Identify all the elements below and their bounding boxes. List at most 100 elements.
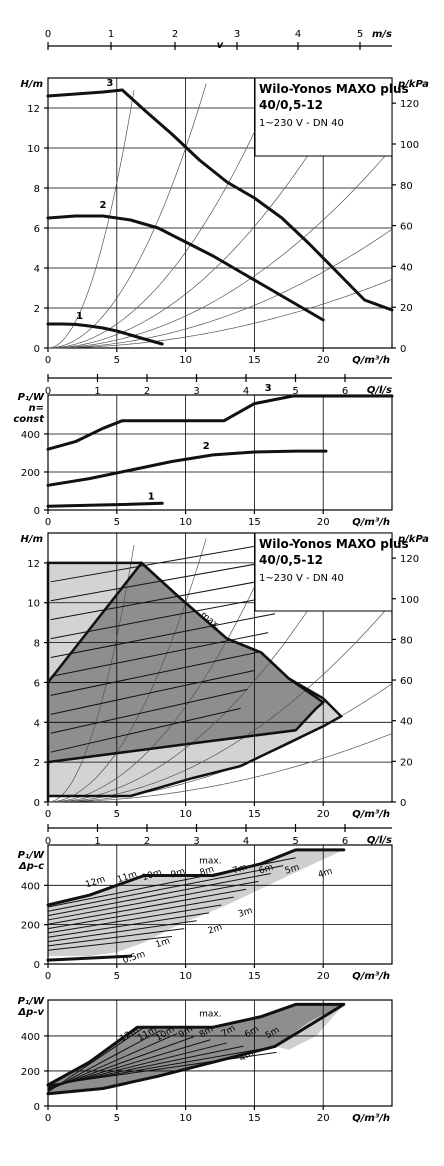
y2-axis-label: p/kPa xyxy=(397,534,429,545)
x-axis-label: Q/m³/h xyxy=(352,1113,390,1124)
power-curve-3 xyxy=(46,394,394,451)
y-tick-label: 6 xyxy=(34,678,40,689)
pump-voltage: 1~230 V - DN 40 xyxy=(259,118,344,129)
y-axis-label: P₁/W xyxy=(18,850,45,861)
y-tick-label: 8 xyxy=(34,639,40,650)
power-range-area xyxy=(48,849,344,957)
system-curve xyxy=(48,535,355,803)
system-curve xyxy=(48,80,355,349)
y2-tick-label: 20 xyxy=(400,303,413,314)
flow-ls-tick-label: 5 xyxy=(292,836,298,847)
min-power-curve xyxy=(46,954,133,962)
flow-ls-unit: Q/l/s xyxy=(367,835,392,846)
x-tick-label: 0 xyxy=(45,517,51,528)
y2-tick-label: 40 xyxy=(400,717,413,728)
x-tick-label: 5 xyxy=(114,355,120,366)
x-tick-label: 5 xyxy=(114,1113,120,1124)
x-tick-label: 5 xyxy=(114,809,120,820)
max-power-curve xyxy=(46,1002,346,1087)
x-tick-label: 10 xyxy=(179,809,192,820)
flow-ls-tick-label: 6 xyxy=(342,836,348,847)
head-label-5m: 5m xyxy=(284,863,301,877)
y-tick-label: 4 xyxy=(34,264,40,275)
x-tick-label: 20 xyxy=(317,971,330,982)
y2-tick-label: 0 xyxy=(400,344,406,355)
speed-curve-2 xyxy=(46,214,325,322)
x-tick-label: 20 xyxy=(317,517,330,528)
x-tick-label: 5 xyxy=(114,971,120,982)
speed-mode-label: n= xyxy=(29,403,45,414)
x-tick-label: 20 xyxy=(317,1113,330,1124)
velocity-tick-label: 0 xyxy=(45,29,51,40)
flow-ls-tick-label: 3 xyxy=(193,836,199,847)
pump-model-line-1: Wilo-Yonos MAXO plus xyxy=(259,537,409,551)
head-line xyxy=(47,880,259,921)
y-tick-label: 0 xyxy=(34,960,40,971)
y-tick-label: 4 xyxy=(34,718,40,729)
pump-model-line-2: 40/0,5-12 xyxy=(259,553,323,567)
flow-ls-tick-label: 2 xyxy=(144,836,150,847)
system-curve xyxy=(47,538,207,803)
velocity-tick-label: 3 xyxy=(234,29,240,40)
velocity-axis-label: v xyxy=(217,40,224,51)
y2-tick-label: 20 xyxy=(400,757,413,768)
x-tick-label: 10 xyxy=(179,517,192,528)
flow-ls-tick-label: 0 xyxy=(45,386,51,397)
y-tick-label: 0 xyxy=(34,1102,40,1113)
flow-ls-tick-label: 6 xyxy=(342,386,348,397)
head-label-2m: 2m xyxy=(207,923,224,937)
x-axis-label: Q/m³/h xyxy=(352,809,390,820)
curve-label-2: 2 xyxy=(203,441,210,452)
flow-ls-tick-label: 5 xyxy=(292,386,298,397)
x-tick-label: 0 xyxy=(45,355,51,366)
flow-ls-tick-label: 4 xyxy=(243,836,249,847)
control-line xyxy=(50,670,255,715)
control-line xyxy=(50,688,248,734)
speed-mode-value: const xyxy=(13,414,45,425)
head-line xyxy=(47,1036,195,1090)
pump-voltage: 1~230 V - DN 40 xyxy=(259,573,344,584)
y2-tick-label: 100 xyxy=(400,140,419,151)
velocity-tick-label: 4 xyxy=(295,29,301,40)
x-tick-label: 10 xyxy=(179,355,192,366)
velocity-tick-label: 1 xyxy=(108,29,114,40)
y-axis-label: P₁/W xyxy=(18,392,45,403)
x-tick-label: 20 xyxy=(317,355,330,366)
head-line xyxy=(47,896,234,930)
y-tick-label: 400 xyxy=(21,1032,40,1043)
y2-tick-label: 60 xyxy=(400,676,413,687)
head-label-1m: 1m xyxy=(155,936,172,950)
x-tick-label: 15 xyxy=(248,971,261,982)
power-curve-2 xyxy=(46,449,328,487)
x-tick-label: 15 xyxy=(248,517,261,528)
head-label-6m: 6m xyxy=(258,863,275,877)
power-curve-1 xyxy=(46,501,164,508)
head-line xyxy=(47,1029,162,1092)
x-axis-label: Q/m³/h xyxy=(352,517,390,528)
system-curve xyxy=(47,83,207,349)
flow-ls-unit: Q/l/s xyxy=(367,385,392,396)
chart-hq-range: 0 5 10 15 20024681012020406080100120p/kPaH/m… xyxy=(21,532,429,820)
chart-p1-const: 0 1 2 3 4 5 6 Q/l/s0 5 10 15 200200400P₁/Wn=constQ/… xyxy=(13,374,394,528)
y2-tick-label: 80 xyxy=(400,635,413,646)
y-tick-label: 12 xyxy=(27,559,40,570)
plot-frame xyxy=(47,394,393,511)
flow-ls-tick-label: 3 xyxy=(193,386,199,397)
y2-tick-label: 60 xyxy=(400,222,413,233)
y-axis-label: P₁/W xyxy=(18,996,45,1007)
system-curve xyxy=(48,147,393,349)
max-annotation: max. xyxy=(199,857,221,867)
flow-ls-tick-label: 1 xyxy=(94,386,100,397)
y-tick-label: 400 xyxy=(21,430,40,441)
system-curve xyxy=(47,78,279,349)
curve-label-3: 3 xyxy=(265,383,272,394)
y-tick-label: 200 xyxy=(21,468,40,479)
head-line xyxy=(47,888,247,925)
head-line xyxy=(47,865,284,912)
speed-curve-3 xyxy=(46,88,394,312)
x-tick-label: 10 xyxy=(179,971,192,982)
head-line xyxy=(47,912,210,938)
